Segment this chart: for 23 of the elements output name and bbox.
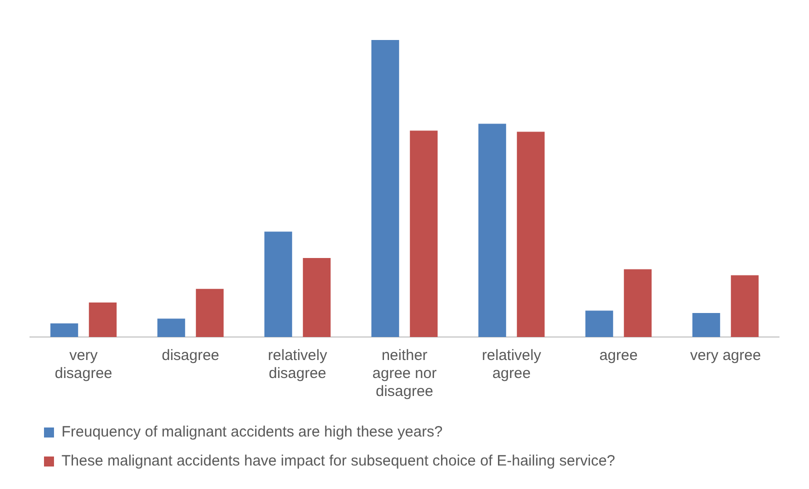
bar	[371, 40, 400, 337]
x-tick-label: relatively agree	[482, 347, 542, 382]
bar	[302, 258, 331, 337]
bar	[585, 310, 614, 337]
x-tick-label: neither agree nor disagree	[372, 347, 437, 400]
bar	[157, 318, 186, 337]
bar	[692, 312, 720, 337]
bar	[624, 269, 652, 337]
bar	[410, 130, 438, 337]
bar	[730, 275, 759, 337]
bar	[196, 288, 224, 337]
x-tick-label: very agree	[690, 347, 761, 364]
bar	[478, 124, 506, 337]
bar	[50, 323, 78, 337]
bar	[88, 302, 117, 337]
x-tick-label: relatively disagree	[268, 347, 328, 382]
bar	[264, 232, 292, 337]
x-tick-label: very disagree	[54, 347, 112, 382]
legend-label: These malignant accidents have impact for subsequent choice of E-hailing service?	[62, 452, 616, 470]
bar	[516, 132, 545, 337]
x-tick-label: disagree	[162, 347, 220, 364]
x-tick-label: agree	[599, 347, 638, 364]
legend-label: Freuquency of malignant accidents are high these years?	[62, 424, 443, 441]
